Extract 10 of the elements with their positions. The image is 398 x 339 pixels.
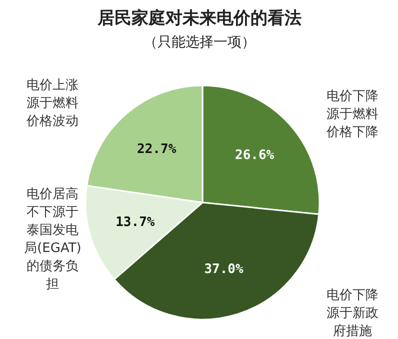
data-label: 37.0% [204, 262, 244, 277]
slice-label: 电价下降源于燃料价格下降 [325, 89, 378, 140]
slice-label: 电价下降源于新政府措施 [326, 288, 378, 339]
data-label: 13.7% [116, 214, 155, 230]
chart-title: 居民家庭对未来电价的看法 [96, 8, 302, 28]
chart-subtitle: （只能选择一项） [144, 34, 256, 50]
slice-label: 电价上涨源于燃料价格波动 [26, 78, 79, 129]
data-label: 22.7% [137, 142, 176, 157]
slice-label: 电价居高不下源于泰国发电局(EGAT)的债务负担 [24, 186, 82, 292]
data-label: 26.6% [235, 148, 274, 163]
